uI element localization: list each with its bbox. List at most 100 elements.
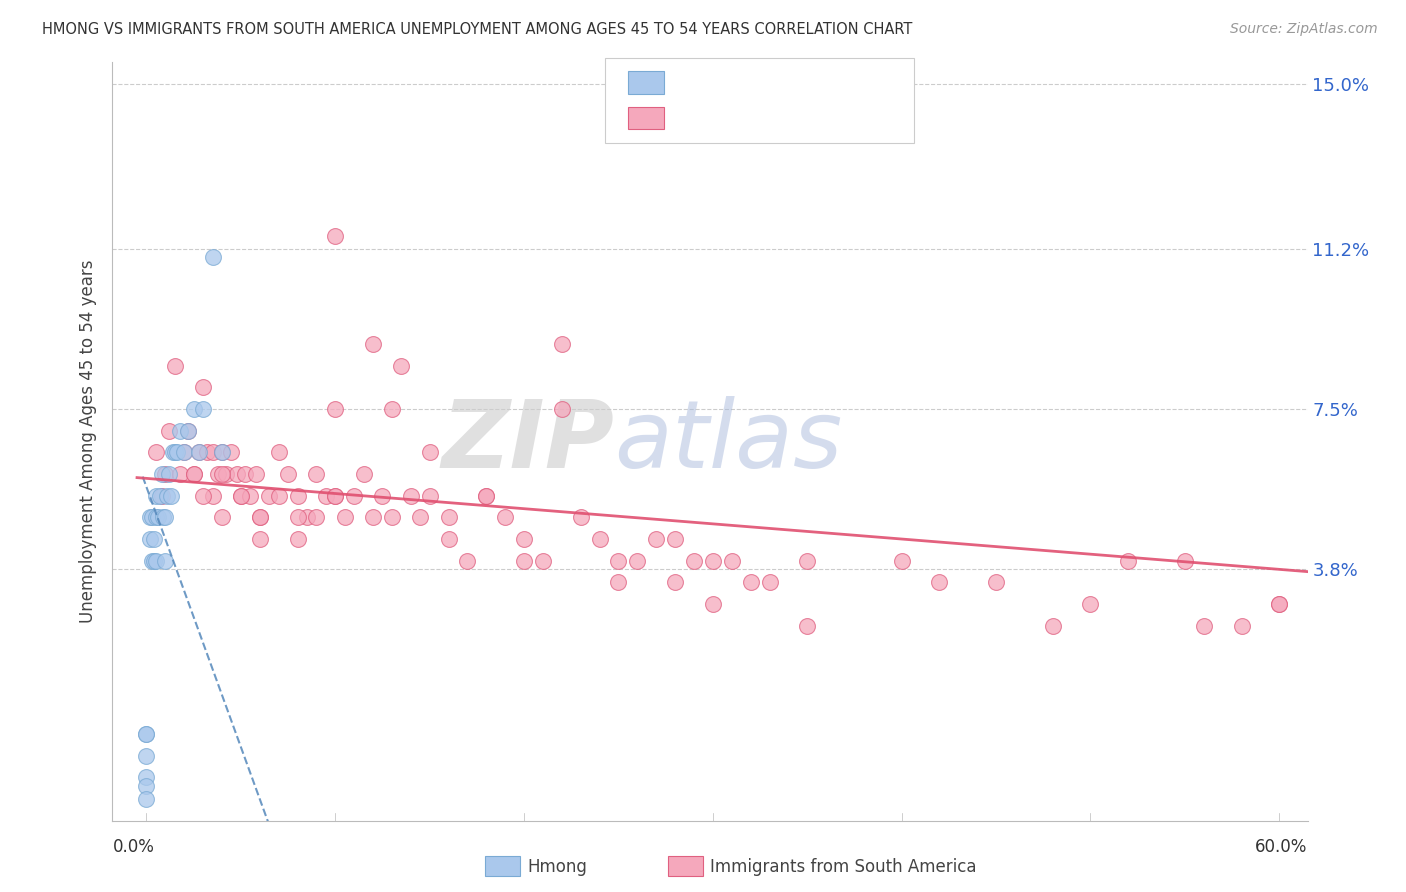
Point (152, 510, 174, 524)
Point (201, 251, 224, 265)
Point (188, 445, 211, 459)
Text: HMONG VS IMMIGRANTS FROM SOUTH AMERICA UNEMPLOYMENT AMONG AGES 45 TO 54 YEARS CO: HMONG VS IMMIGRANTS FROM SOUTH AMERICA U… (42, 22, 912, 37)
Text: N = 97: N = 97 (776, 110, 837, 128)
Point (758, 575, 780, 590)
Point (343, 489, 366, 503)
Point (150, 467, 173, 481)
Point (157, 467, 180, 481)
Point (1174, 554, 1197, 568)
Point (191, 489, 214, 503)
Point (475, 489, 498, 503)
Point (257, 489, 280, 503)
Point (195, 445, 218, 459)
Point (139, 510, 162, 524)
Point (211, 445, 233, 459)
Point (1080, 597, 1102, 611)
Point (169, 424, 191, 438)
Point (1116, 554, 1139, 568)
Point (201, 489, 224, 503)
Point (191, 380, 214, 394)
Point (215, 467, 238, 481)
Text: atlas: atlas (614, 396, 842, 487)
Point (162, 445, 184, 459)
Point (607, 575, 630, 590)
Point (513, 532, 536, 546)
Point (287, 532, 309, 546)
Point (135, 727, 157, 741)
Point (143, 554, 166, 568)
Point (371, 489, 394, 503)
Point (315, 489, 337, 503)
Point (399, 489, 422, 503)
Point (305, 467, 328, 481)
Text: Immigrants from South America: Immigrants from South America (710, 858, 977, 876)
Point (135, 792, 157, 806)
Point (437, 510, 460, 524)
Point (607, 554, 630, 568)
Point (361, 337, 384, 351)
Point (233, 467, 256, 481)
Y-axis label: Unemployment Among Ages 45 to 54 years: Unemployment Among Ages 45 to 54 years (79, 260, 97, 624)
Point (456, 554, 478, 568)
Point (183, 467, 205, 481)
Text: Source: ZipAtlas.com: Source: ZipAtlas.com (1230, 22, 1378, 37)
Point (173, 445, 195, 459)
Point (207, 467, 229, 481)
Point (1268, 597, 1291, 611)
Point (323, 228, 346, 243)
Point (191, 402, 214, 417)
Point (287, 510, 309, 524)
Point (333, 510, 356, 524)
Point (381, 510, 404, 524)
Point (163, 359, 186, 373)
Point (149, 489, 172, 503)
Point (249, 510, 271, 524)
Point (588, 532, 610, 546)
Point (295, 510, 318, 524)
Point (513, 554, 536, 568)
Point (1192, 618, 1215, 632)
Point (664, 575, 686, 590)
Point (645, 532, 668, 546)
Point (409, 510, 432, 524)
Point (305, 510, 328, 524)
Point (157, 424, 180, 438)
Point (221, 445, 243, 459)
Point (475, 489, 498, 503)
Point (135, 779, 157, 793)
Point (229, 489, 252, 503)
Point (361, 510, 384, 524)
Point (139, 532, 162, 546)
Point (249, 532, 271, 546)
Point (155, 467, 177, 481)
Point (229, 489, 252, 503)
Point (145, 510, 167, 524)
Text: R = -0.182: R = -0.182 (672, 110, 766, 128)
Text: 60.0%: 60.0% (1256, 838, 1308, 856)
Point (890, 554, 912, 568)
Point (239, 489, 262, 503)
Point (796, 554, 818, 568)
Text: R = -0.140: R = -0.140 (672, 74, 766, 92)
Point (419, 445, 441, 459)
Point (569, 510, 592, 524)
Point (287, 489, 309, 503)
Point (984, 575, 1007, 590)
Point (163, 445, 186, 459)
Point (183, 467, 205, 481)
Point (169, 467, 191, 481)
Point (143, 532, 166, 546)
Point (664, 532, 686, 546)
Point (211, 510, 233, 524)
Point (702, 597, 724, 611)
Point (1042, 618, 1064, 632)
Text: N = 35: N = 35 (776, 74, 837, 92)
Point (145, 554, 167, 568)
Point (141, 554, 163, 568)
Text: Hmong: Hmong (527, 858, 588, 876)
Point (323, 402, 346, 417)
Point (323, 489, 346, 503)
Point (626, 554, 648, 568)
Point (353, 467, 375, 481)
Point (531, 554, 554, 568)
